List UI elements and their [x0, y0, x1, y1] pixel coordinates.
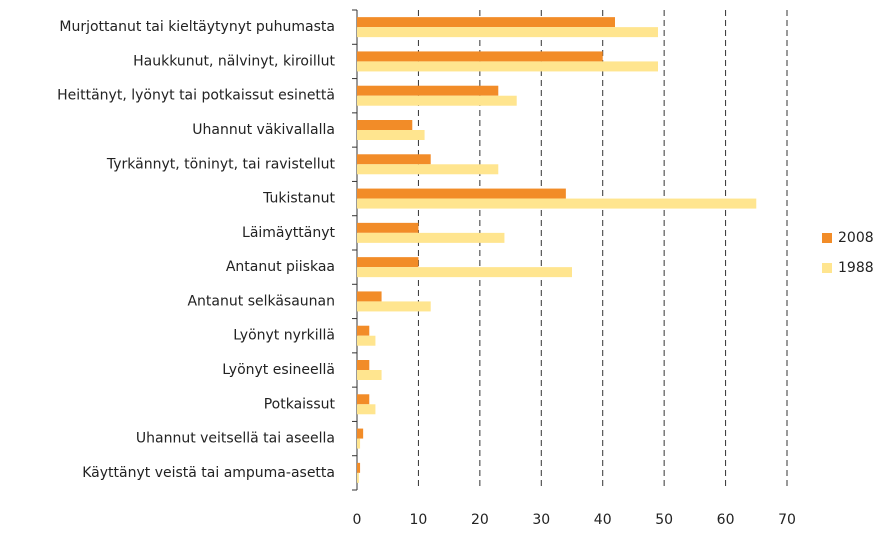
x-tick-label: 60	[717, 512, 735, 528]
bar	[357, 267, 572, 278]
x-tick-label: 10	[410, 512, 428, 528]
y-tick-label: Potkaissut	[264, 396, 336, 412]
x-tick-label: 30	[532, 512, 550, 528]
y-tick-label: Murjottanut tai kieltäytynyt puhumasta	[59, 19, 335, 35]
bar	[357, 232, 505, 243]
bar	[357, 394, 370, 405]
bar	[357, 130, 425, 140]
y-tick-label: Käyttänyt veistä tai ampuma-asetta	[82, 465, 335, 481]
legend-swatch	[822, 263, 832, 273]
bar	[357, 325, 370, 336]
x-tick-label: 20	[471, 512, 489, 528]
y-tick-label: Antanut piiskaa	[226, 259, 335, 275]
x-tick-label: 40	[594, 512, 612, 528]
bar	[357, 291, 382, 302]
x-tick-label: 50	[655, 512, 673, 528]
bar	[357, 61, 658, 72]
bar	[357, 335, 376, 346]
legend-label: 1988	[838, 260, 874, 276]
y-tick-label: Heittänyt, lyönyt tai potkaissut esinett…	[57, 88, 335, 104]
bar	[357, 438, 361, 449]
bar	[357, 472, 359, 483]
bar	[357, 360, 370, 370]
bar	[357, 370, 382, 380]
y-tick-label: Tukistanut	[262, 191, 335, 207]
bar	[357, 17, 615, 28]
legend-swatch	[822, 233, 832, 243]
bar	[357, 95, 517, 106]
bar	[357, 120, 413, 130]
x-tick-label: 70	[778, 512, 796, 528]
bar	[357, 301, 431, 312]
bar	[357, 222, 419, 233]
y-tick-label: Lyönyt nyrkillä	[233, 328, 335, 344]
y-tick-label: Lyönyt esineellä	[222, 362, 335, 378]
bar	[357, 85, 499, 96]
y-tick-label: Antanut selkäsaunan	[187, 293, 335, 309]
x-tick-label: 0	[353, 512, 362, 528]
bar	[357, 188, 566, 199]
bar	[357, 198, 757, 209]
bar	[357, 257, 419, 268]
y-tick-label: Tyrkännyt, töninyt, tai ravistellut	[106, 156, 336, 172]
bar	[357, 462, 361, 473]
legend-label: 2008	[838, 230, 874, 246]
bar	[357, 51, 603, 62]
bar	[357, 404, 376, 415]
bar	[357, 154, 431, 165]
bar	[357, 27, 658, 38]
y-tick-label: Läimäyttänyt	[242, 225, 335, 241]
bar	[357, 164, 499, 175]
y-tick-label: Haukkunut, nälvinyt, kiroillut	[133, 53, 335, 69]
y-tick-label: Uhannut veitsellä tai aseella	[136, 431, 335, 447]
y-tick-label: Uhannut väkivallalla	[192, 122, 335, 138]
bar	[357, 428, 364, 439]
